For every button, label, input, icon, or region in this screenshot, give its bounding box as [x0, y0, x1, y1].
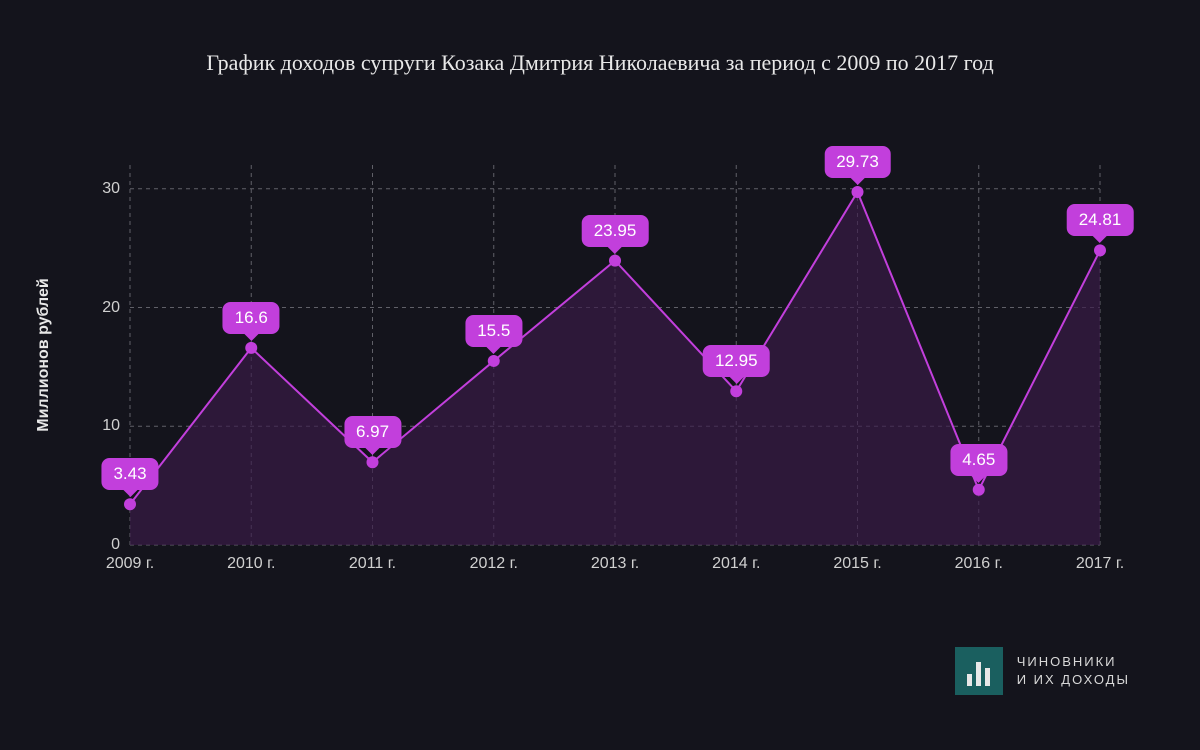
- x-tick-label: 2012 г.: [470, 555, 518, 573]
- x-tick-label: 2016 г.: [955, 555, 1003, 573]
- logo-line2: И ИХ ДОХОДЫ: [1017, 671, 1130, 689]
- x-tick-label: 2009 г.: [106, 555, 154, 573]
- x-tick-label: 2010 г.: [227, 555, 275, 573]
- bar-chart-icon: [955, 647, 1003, 695]
- logo-text: ЧИНОВНИКИ И ИХ ДОХОДЫ: [1017, 653, 1130, 689]
- data-point-tooltip: 4.65: [950, 444, 1007, 476]
- chart-title: График доходов супруги Козака Дмитрия Ни…: [0, 50, 1200, 76]
- x-tick-label: 2011 г.: [349, 555, 396, 573]
- source-logo: ЧИНОВНИКИ И ИХ ДОХОДЫ: [955, 647, 1130, 695]
- data-point-tooltip: 29.73: [824, 146, 891, 178]
- x-tick-label: 2017 г.: [1076, 555, 1124, 573]
- y-tick-label: 30: [102, 180, 120, 198]
- chart-area: 01020302009 г.2010 г.2011 г.2012 г.2013 …: [130, 165, 1100, 545]
- x-tick-label: 2014 г.: [712, 555, 760, 573]
- data-point-tooltip: 15.5: [465, 315, 522, 347]
- y-tick-label: 20: [102, 299, 120, 317]
- y-axis-label: Миллионов рублей: [35, 165, 53, 545]
- x-tick-label: 2013 г.: [591, 555, 639, 573]
- logo-line1: ЧИНОВНИКИ: [1017, 653, 1130, 671]
- data-point-tooltip: 23.95: [582, 215, 649, 247]
- data-point-tooltip: 24.81: [1067, 204, 1134, 236]
- y-tick-label: 10: [102, 417, 120, 435]
- data-point-tooltip: 12.95: [703, 345, 770, 377]
- x-tick-label: 2015 г.: [833, 555, 881, 573]
- data-point-tooltip: 16.6: [223, 302, 280, 334]
- y-tick-label: 0: [111, 536, 120, 554]
- data-point-tooltip: 6.97: [344, 416, 401, 448]
- data-point-tooltip: 3.43: [101, 458, 158, 490]
